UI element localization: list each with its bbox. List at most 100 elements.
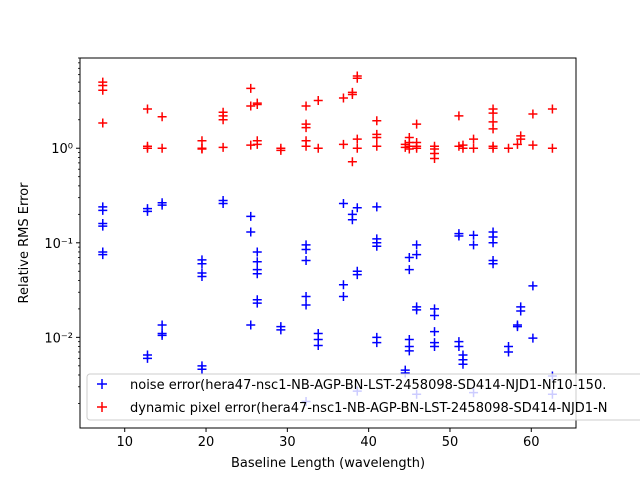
data-point (488, 238, 498, 248)
legend-entry-noise: noise error(hera47-nsc1-NB-AGP-BN-LST-24… (97, 378, 606, 393)
legend-marker-dynamic (97, 402, 107, 412)
data-point (313, 95, 323, 105)
data-point (276, 325, 286, 335)
data-point (504, 143, 514, 153)
data-point (338, 280, 348, 290)
data-point (352, 134, 362, 144)
data-point (430, 342, 440, 352)
data-point (142, 104, 152, 114)
data-point (352, 270, 362, 280)
data-point (458, 143, 468, 153)
legend-marker-noise (97, 379, 107, 389)
data-point (547, 143, 557, 153)
data-point (516, 134, 526, 144)
data-point (252, 269, 262, 279)
data-point (98, 250, 108, 260)
data-point (246, 211, 256, 221)
data-point (528, 333, 538, 343)
data-point (301, 141, 311, 151)
data-point (352, 143, 362, 153)
data-point (347, 215, 357, 225)
data-point (252, 247, 262, 257)
data-point (338, 139, 348, 149)
data-point (412, 240, 422, 250)
data-point (338, 292, 348, 302)
data-point (404, 144, 414, 154)
data-point (372, 141, 382, 151)
data-point (197, 272, 207, 282)
data-point (197, 144, 207, 154)
data-point (157, 330, 167, 340)
data-point (218, 199, 228, 209)
data-point (372, 202, 382, 212)
data-point (404, 252, 414, 262)
series-0 (98, 196, 557, 406)
data-point (157, 320, 167, 330)
data-point (157, 200, 167, 210)
legend-box (86, 373, 640, 421)
data-point (98, 221, 108, 231)
data-point (142, 353, 152, 363)
axis-ticks: 10 20 30 40 50 60 10⁻² 10⁻¹ 10⁰ (44, 57, 540, 450)
data-point (488, 259, 498, 269)
x-tick-label: 60 (523, 435, 540, 450)
data-point (252, 139, 262, 149)
data-point (469, 134, 479, 144)
data-point (352, 73, 362, 83)
data-point (246, 320, 256, 330)
data-point (454, 141, 464, 151)
data-point (301, 244, 311, 254)
data-point (98, 118, 108, 128)
data-point (454, 342, 464, 352)
data-point (488, 108, 498, 118)
y-tick-label: 10⁰ (51, 142, 73, 157)
data-point (301, 300, 311, 310)
x-tick-label: 40 (360, 435, 377, 450)
data-point (313, 143, 323, 153)
data-point (412, 250, 422, 260)
data-point (372, 132, 382, 142)
data-point (347, 157, 357, 167)
x-tick-label: 10 (116, 435, 133, 450)
series-1 (98, 71, 557, 167)
data-point (504, 347, 514, 357)
x-axis-label: Baseline Length (wavelength) (231, 456, 425, 471)
legend-entry-dynamic: dynamic pixel error(hera47-nsc1-NB-AGP-B… (97, 401, 608, 416)
data-points (98, 71, 557, 406)
data-point (372, 338, 382, 348)
data-point (301, 101, 311, 111)
data-point (547, 104, 557, 114)
data-point (252, 257, 262, 267)
data-point (246, 101, 256, 111)
data-point (252, 298, 262, 308)
data-point (246, 83, 256, 93)
y-axis-label: Relative RMS Error (17, 182, 32, 304)
data-point (404, 265, 414, 275)
data-point (512, 322, 522, 332)
data-point (412, 119, 422, 129)
data-point (412, 143, 422, 153)
data-point (404, 346, 414, 356)
x-tick-label: 50 (442, 435, 459, 450)
legend-label-noise: noise error(hera47-nsc1-NB-AGP-BN-LST-24… (130, 378, 606, 393)
data-point (197, 364, 207, 374)
y-tick-label: 10⁻² (44, 331, 73, 346)
data-point (218, 115, 228, 125)
data-point (142, 206, 152, 216)
data-point (528, 109, 538, 119)
legend-label-dynamic: dynamic pixel error(hera47-nsc1-NB-AGP-B… (130, 401, 608, 416)
data-point (252, 100, 262, 110)
y-tick-label: 10⁻¹ (44, 237, 73, 252)
data-point (512, 139, 522, 149)
data-point (430, 327, 440, 337)
data-point (157, 112, 167, 122)
data-point (412, 305, 422, 315)
data-point (338, 93, 348, 103)
data-point (528, 281, 538, 291)
data-point (218, 142, 228, 152)
data-point (488, 143, 498, 153)
data-point (454, 231, 464, 241)
data-point (347, 90, 357, 99)
